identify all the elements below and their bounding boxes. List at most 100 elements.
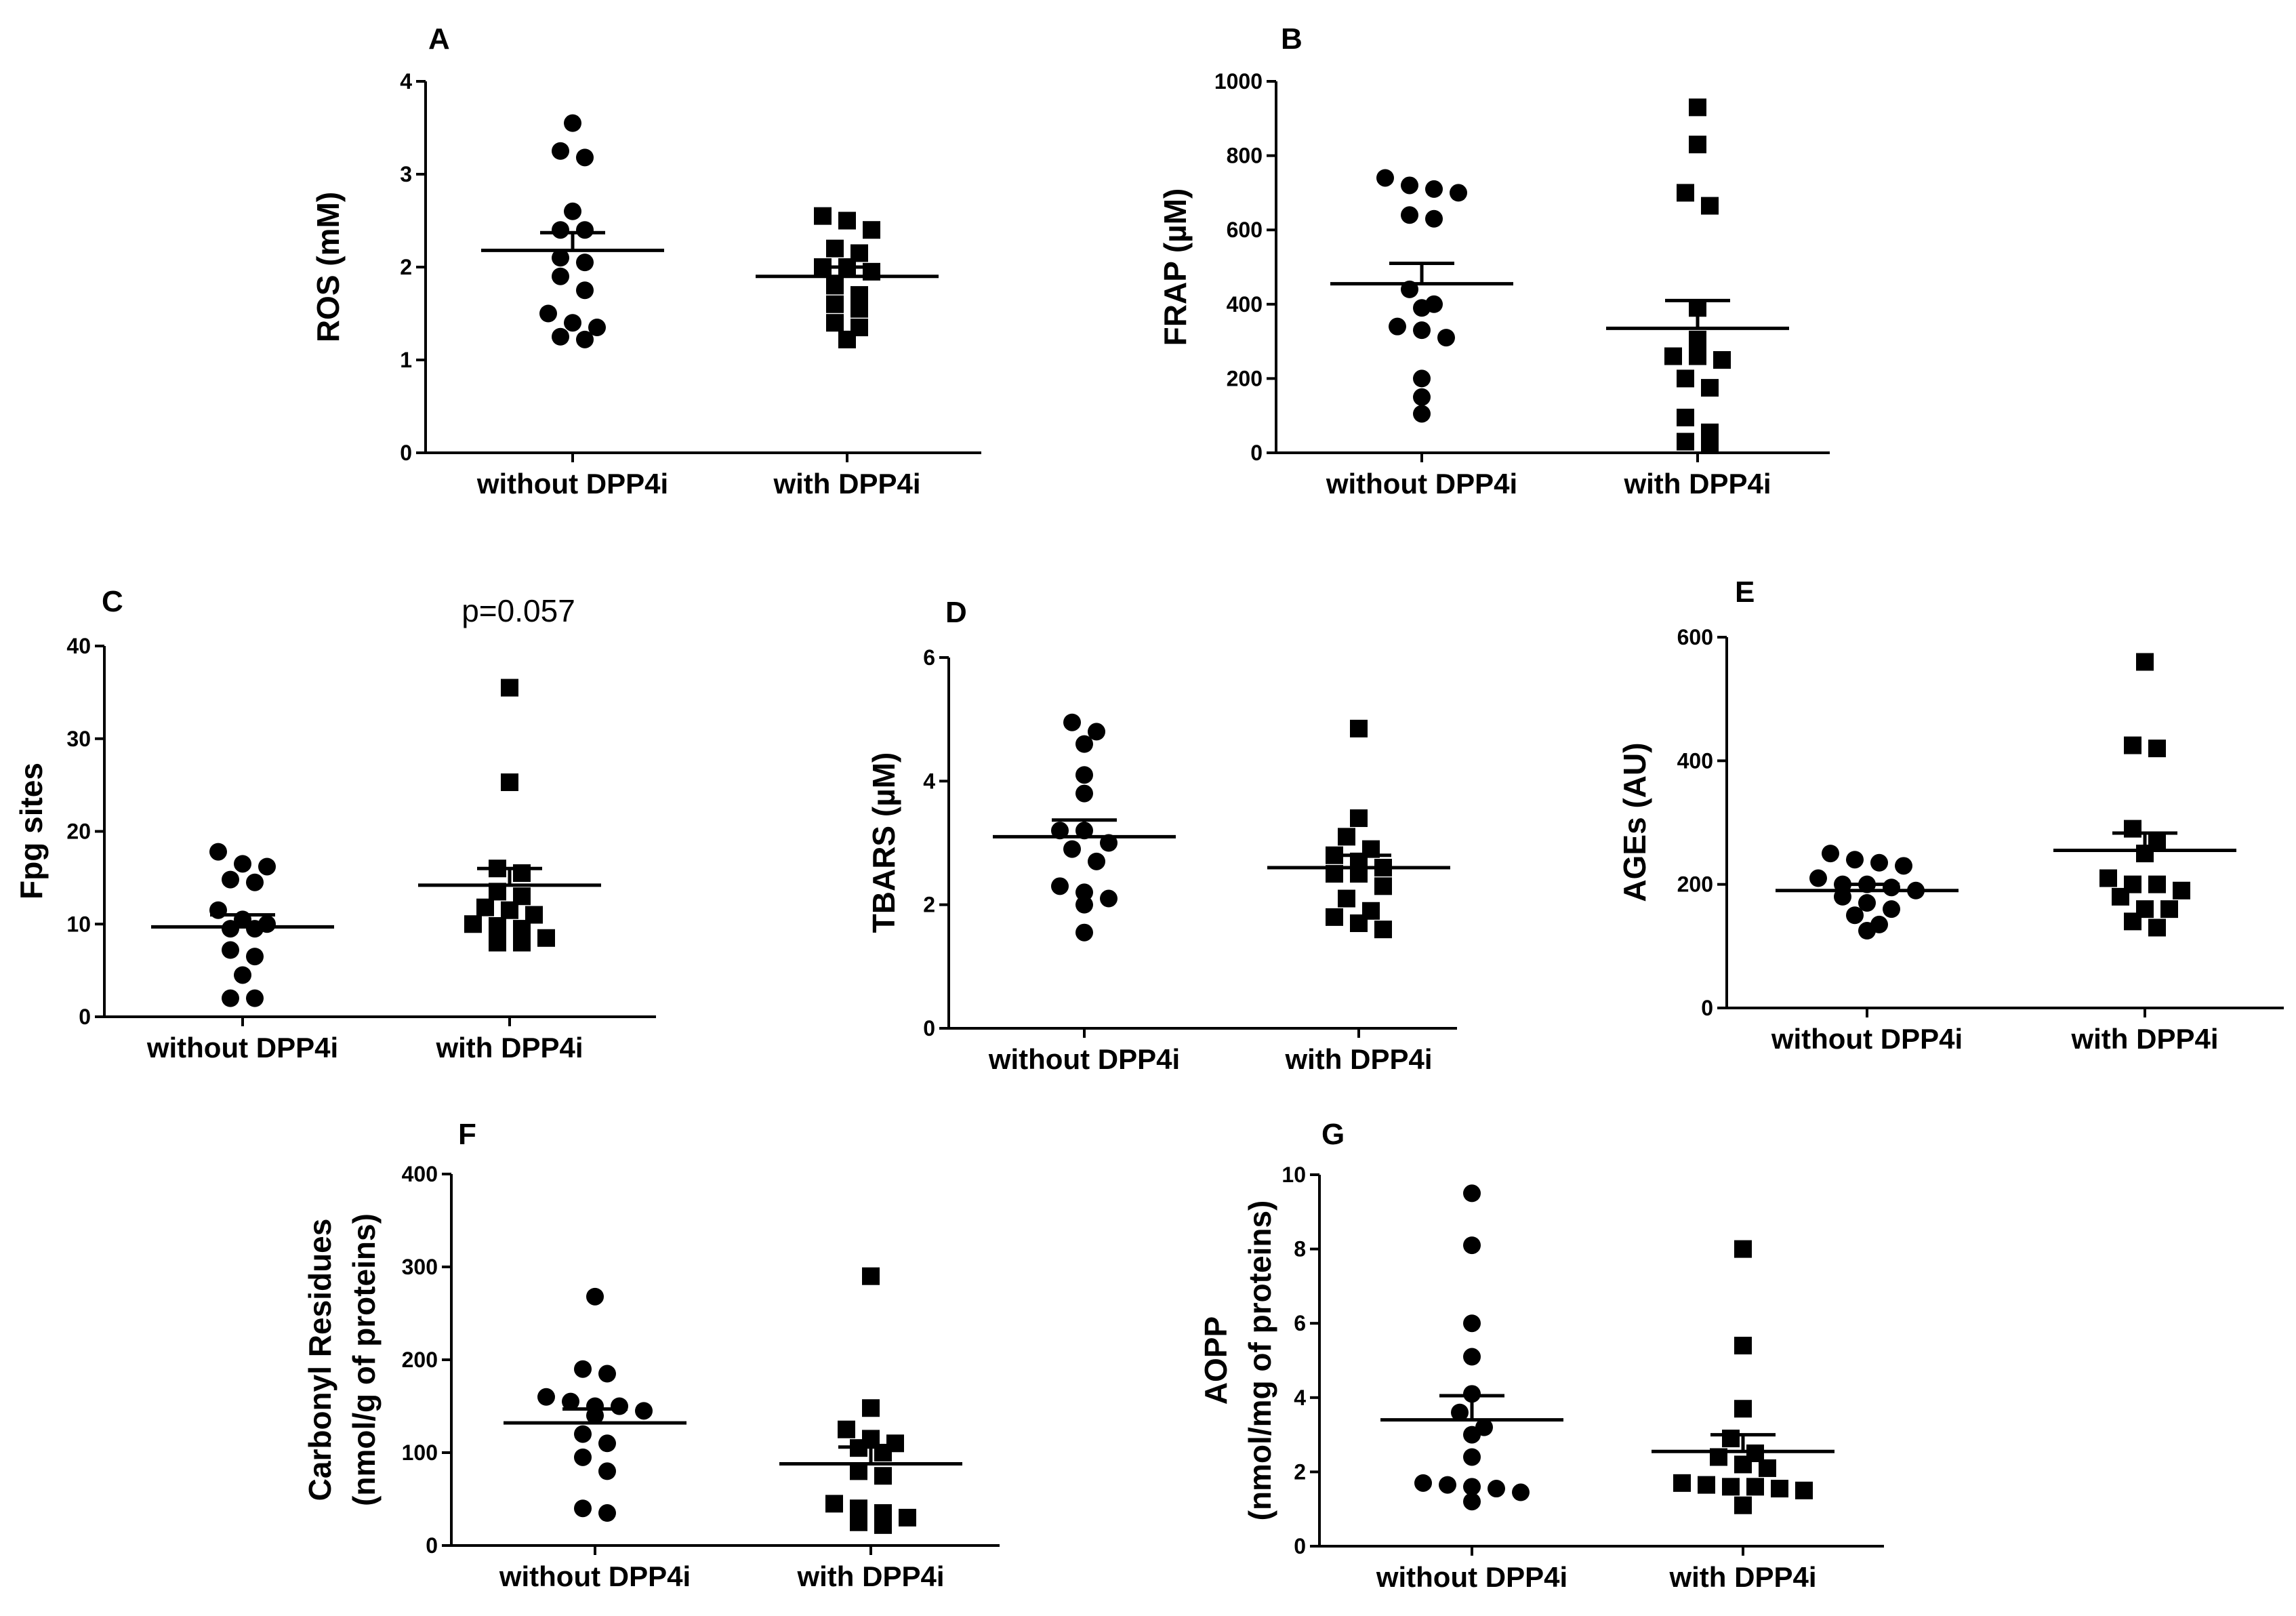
data-point xyxy=(1463,1426,1481,1444)
panel-e: E 0 200 400 600 without DPP4i with DPP4i AGEs (… xyxy=(1617,575,2284,1055)
y-tick-label: 3 xyxy=(400,162,412,186)
category-label: with DPP4i xyxy=(1623,468,1771,500)
category-label: with DPP4i xyxy=(1668,1561,1816,1593)
category-label: without DPP4i xyxy=(146,1032,338,1064)
data-point xyxy=(1846,906,1864,925)
y-tick-label: 0 xyxy=(923,1016,935,1041)
data-point xyxy=(1413,299,1431,317)
data-point xyxy=(539,304,557,323)
data-point xyxy=(814,207,832,225)
data-point xyxy=(1809,869,1827,887)
y-tick-label: 400 xyxy=(402,1162,438,1186)
series-with-dpp4i xyxy=(1267,719,1450,939)
y-tick-label: 800 xyxy=(1227,144,1263,168)
data-point xyxy=(1100,834,1118,852)
data-point xyxy=(850,300,868,318)
data-point xyxy=(564,202,581,220)
data-point xyxy=(1063,713,1081,731)
y-tick-label: 40 xyxy=(66,634,91,658)
data-point xyxy=(826,239,844,258)
data-point xyxy=(222,989,239,1007)
data-point xyxy=(1771,1480,1788,1498)
data-point xyxy=(1338,828,1355,846)
data-point xyxy=(874,1516,892,1534)
data-point xyxy=(1734,1337,1752,1355)
category-label: with DPP4i xyxy=(435,1032,583,1064)
y-tick-label: 10 xyxy=(1282,1163,1306,1187)
data-point xyxy=(1713,351,1731,369)
data-point xyxy=(1413,369,1431,388)
data-point xyxy=(537,929,555,947)
y-tick-label: 2 xyxy=(1294,1459,1306,1484)
data-point xyxy=(1512,1483,1530,1501)
data-point xyxy=(1870,853,1888,872)
series-with-dpp4i xyxy=(2053,653,2236,937)
data-point xyxy=(552,267,569,285)
data-point xyxy=(586,1287,604,1306)
data-point xyxy=(576,330,594,348)
data-point xyxy=(1759,1459,1776,1477)
data-point xyxy=(2160,900,2178,918)
data-point xyxy=(1376,169,1394,187)
data-point xyxy=(1088,723,1105,741)
data-point xyxy=(1075,766,1093,784)
data-point xyxy=(598,1434,616,1453)
data-point xyxy=(576,148,594,167)
y-tick-label: 6 xyxy=(1294,1311,1306,1335)
category-label: without DPP4i xyxy=(988,1043,1180,1075)
data-point xyxy=(826,295,844,313)
data-point xyxy=(562,1392,579,1411)
category-label: without DPP4i xyxy=(499,1560,691,1592)
data-point xyxy=(1439,1476,1456,1494)
y-tick-label: 600 xyxy=(1227,218,1263,242)
y-tick-label: 20 xyxy=(66,820,91,844)
data-point xyxy=(1463,1348,1481,1366)
y-tick-label: 2 xyxy=(400,255,412,279)
data-point xyxy=(576,281,594,300)
panel-f: F 0 100 200 300 400 without DPP4i with DPP4i Car… xyxy=(302,1118,1000,1592)
category-label: without DPP4i xyxy=(1771,1023,1963,1055)
data-point xyxy=(552,221,569,239)
data-point xyxy=(2173,881,2190,900)
data-point xyxy=(552,249,569,267)
data-point xyxy=(489,916,506,935)
data-point xyxy=(564,314,581,332)
data-point xyxy=(1401,176,1418,195)
series-without-dpp4i xyxy=(1380,1184,1563,1511)
data-point xyxy=(246,989,264,1007)
y-axis-label-units: (nmol/mg of proteins) xyxy=(1242,1200,1277,1521)
series-with-dpp4i xyxy=(1652,1240,1834,1514)
y-tick-label: 4 xyxy=(400,69,412,94)
category-label: without DPP4i xyxy=(476,468,668,500)
category-label: with DPP4i xyxy=(773,468,920,500)
y-tick-label: 400 xyxy=(1227,292,1263,317)
y-tick-label: 1000 xyxy=(1214,69,1263,94)
y-tick-label: 8 xyxy=(1294,1237,1306,1261)
data-point xyxy=(246,873,264,891)
data-point xyxy=(1883,900,1900,918)
data-point xyxy=(1463,1448,1481,1466)
data-point xyxy=(2099,869,2117,887)
data-point xyxy=(476,898,494,916)
y-axis-label: TBARS (µM) xyxy=(866,752,901,933)
y-tick-label: 0 xyxy=(1294,1534,1306,1558)
data-point xyxy=(501,773,518,792)
data-point xyxy=(1734,1496,1752,1514)
data-point xyxy=(1698,1476,1715,1494)
data-point xyxy=(598,1462,616,1480)
series-with-dpp4i xyxy=(756,207,939,348)
data-point xyxy=(501,901,518,919)
y-axis-label: ROS (mM) xyxy=(310,192,346,342)
data-point xyxy=(826,277,844,295)
data-point xyxy=(1895,857,1912,875)
data-point xyxy=(1488,1480,1505,1498)
data-point xyxy=(1413,405,1431,423)
data-point xyxy=(1701,197,1719,215)
data-point xyxy=(564,114,581,132)
data-point xyxy=(1075,923,1093,942)
data-point xyxy=(1858,894,1876,912)
data-point xyxy=(1677,369,1694,388)
data-point xyxy=(222,941,239,959)
data-point xyxy=(1734,1400,1752,1418)
data-point xyxy=(1075,895,1093,914)
